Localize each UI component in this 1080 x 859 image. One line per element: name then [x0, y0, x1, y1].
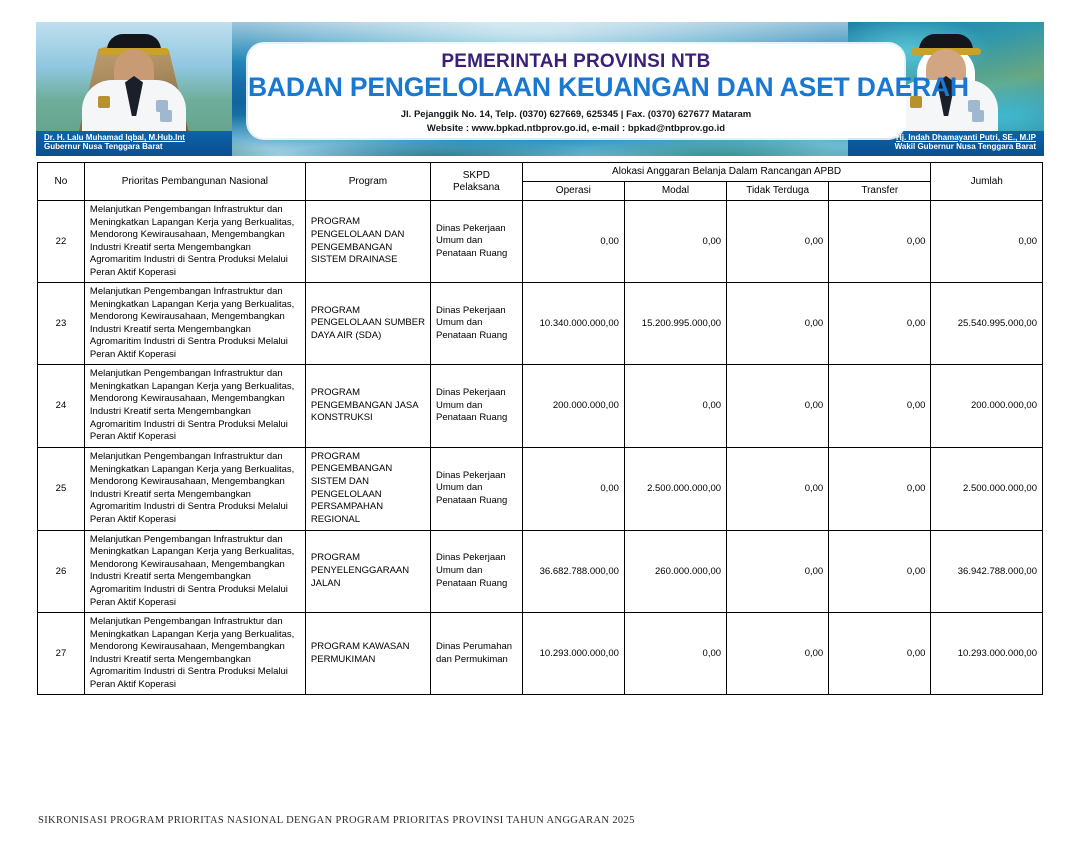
- cell-no: 26: [37, 529, 85, 614]
- table-row: 25 Melanjutkan Pengembangan Infrastruktur…: [37, 446, 1043, 531]
- cell-skpd: Dinas Pekerjaan Umum dan Penataan Ruang: [430, 529, 523, 614]
- table-header-row-1: No Prioritas Pembangunan Nasional Progra…: [37, 162, 1043, 201]
- cell-jumlah: 200.000.000,00: [930, 364, 1043, 448]
- column-header-jumlah: Jumlah: [930, 162, 1043, 201]
- cell-prioritas: Melanjutkan Pengembangan Infrastruktur d…: [83, 364, 306, 448]
- cell-operasi: 10.293.000.000,00: [521, 612, 625, 696]
- column-header-transfer: Transfer: [828, 181, 932, 201]
- governor-name: Dr. H. Lalu Muhamad Iqbal, M.Hub.Int: [44, 133, 185, 143]
- cell-jumlah: 10.293.000.000,00: [930, 612, 1043, 696]
- cell-prioritas: Melanjutkan Pengembangan Infrastruktur d…: [83, 199, 306, 284]
- column-header-skpd-line1: SKPD: [462, 169, 490, 181]
- cell-no: 25: [37, 446, 85, 531]
- table-row: 26 Melanjutkan Pengembangan Infrastruktur…: [37, 529, 1043, 614]
- governor-portrait-panel: Dr. H. Lalu Muhamad Iqbal, M.Hub.Int Gub…: [36, 22, 232, 156]
- table-row: 27 Melanjutkan Pengembangan Infrastruktur…: [37, 612, 1043, 696]
- agency-address: Jl. Pejanggik No. 14, Telp. (0370) 62766…: [400, 109, 752, 121]
- vice-governor-photo: [892, 34, 1000, 138]
- cell-tidak-terduga: 0,00: [726, 612, 830, 696]
- cell-program: PROGRAM PENGEMBANGAN JASA KONSTRUKSI: [304, 364, 432, 448]
- cell-no: 27: [37, 612, 85, 696]
- cell-program: PROGRAM PENGEMBANGAN SISTEM DAN PENGELOL…: [304, 446, 432, 531]
- column-group-header-alokasi: Alokasi Anggaran Belanja Dalam Rancangan…: [521, 162, 932, 182]
- cell-operasi: 10.340.000.000,00: [521, 282, 625, 366]
- cell-prioritas: Melanjutkan Pengembangan Infrastruktur d…: [83, 612, 306, 696]
- cell-modal: 0,00: [623, 199, 728, 284]
- cell-operasi: 0,00: [521, 199, 625, 284]
- cell-operasi: 200.000.000,00: [521, 364, 625, 448]
- governor-title: Gubernur Nusa Tenggara Barat: [44, 142, 163, 152]
- column-header-program: Program: [304, 162, 432, 201]
- cell-transfer: 0,00: [828, 199, 932, 284]
- cell-modal: 0,00: [623, 612, 728, 696]
- document-footer-caption: SIKRONISASI PROGRAM PRIORITAS NASIONAL D…: [38, 815, 635, 826]
- cell-modal: 15.200.995.000,00: [623, 282, 728, 366]
- cell-transfer: 0,00: [828, 446, 932, 531]
- cell-program: PROGRAM PENYELENGGARAAN JALAN: [304, 529, 432, 614]
- cell-program: PROGRAM PENGELOLAAN SUMBER DAYA AIR (SDA…: [304, 282, 432, 366]
- cell-prioritas: Melanjutkan Pengembangan Infrastruktur d…: [83, 282, 306, 366]
- cell-jumlah: 2.500.000.000,00: [930, 446, 1043, 531]
- cell-skpd: Dinas Pekerjaan Umum dan Penataan Ruang: [430, 282, 523, 366]
- cell-skpd: Dinas Perumahan dan Permukiman: [430, 612, 523, 696]
- cell-skpd: Dinas Pekerjaan Umum dan Penataan Ruang: [430, 199, 523, 284]
- vice-governor-name: Hj. Indah Dhamayanti Putri, SE., M.IP: [895, 133, 1036, 143]
- table-row: 22 Melanjutkan Pengembangan Infrastruktur…: [37, 199, 1043, 284]
- cell-tidak-terduga: 0,00: [726, 282, 830, 366]
- cell-jumlah: 25.540.995.000,00: [930, 282, 1043, 366]
- cell-modal: 0,00: [623, 364, 728, 448]
- cell-tidak-terduga: 0,00: [726, 529, 830, 614]
- cell-no: 24: [37, 364, 85, 448]
- cell-modal: 2.500.000.000,00: [623, 446, 728, 531]
- agency-name: BADAN PENGELOLAAN KEUANGAN DAN ASET DAER…: [248, 71, 969, 102]
- cell-tidak-terduga: 0,00: [726, 199, 830, 284]
- cell-tidak-terduga: 0,00: [726, 446, 830, 531]
- governor-photo: [80, 34, 188, 138]
- cell-operasi: 0,00: [521, 446, 625, 531]
- cell-no: 22: [37, 199, 85, 284]
- cell-tidak-terduga: 0,00: [726, 364, 830, 448]
- column-header-operasi: Operasi: [521, 181, 625, 201]
- cell-program: PROGRAM KAWASAN PERMUKIMAN: [304, 612, 432, 696]
- cell-prioritas: Melanjutkan Pengembangan Infrastruktur d…: [83, 446, 306, 531]
- column-header-skpd: SKPD Pelaksana: [430, 162, 523, 201]
- cell-no: 23: [37, 282, 85, 366]
- cell-transfer: 0,00: [828, 364, 932, 448]
- cell-transfer: 0,00: [828, 282, 932, 366]
- cell-transfer: 0,00: [828, 529, 932, 614]
- cell-prioritas: Melanjutkan Pengembangan Infrastruktur d…: [83, 529, 306, 614]
- governor-nameplate: Dr. H. Lalu Muhamad Iqbal, M.Hub.Int Gub…: [36, 131, 232, 156]
- cell-jumlah: 36.942.788.000,00: [930, 529, 1043, 614]
- letterhead-banner: Dr. H. Lalu Muhamad Iqbal, M.Hub.Int Gub…: [36, 22, 1044, 156]
- table-head: No Prioritas Pembangunan Nasional Progra…: [37, 162, 1043, 201]
- budget-sync-table: No Prioritas Pembangunan Nasional Progra…: [37, 162, 1043, 696]
- province-government-label: PEMERINTAH PROVINSI NTB: [441, 51, 711, 72]
- column-header-no: No: [37, 162, 85, 201]
- governor-uniform: [82, 80, 186, 138]
- cell-skpd: Dinas Pekerjaan Umum dan Penataan Ruang: [430, 364, 523, 448]
- table-row: 23 Melanjutkan Pengembangan Infrastruktur…: [37, 282, 1043, 366]
- table-row: 24 Melanjutkan Pengembangan Infrastruktur…: [37, 364, 1043, 448]
- cell-jumlah: 0,00: [930, 199, 1043, 284]
- cell-modal: 260.000.000,00: [623, 529, 728, 614]
- cell-operasi: 36.682.788.000,00: [521, 529, 625, 614]
- vice-governor-uniform: [894, 80, 998, 138]
- column-header-modal: Modal: [623, 181, 728, 201]
- cell-transfer: 0,00: [828, 612, 932, 696]
- vice-governor-title: Wakil Gubernur Nusa Tenggara Barat: [894, 142, 1036, 152]
- cell-skpd: Dinas Pekerjaan Umum dan Penataan Ruang: [430, 446, 523, 531]
- column-header-prioritas: Prioritas Pembangunan Nasional: [83, 162, 306, 201]
- agency-website: Website : www.bpkad.ntbprov.go.id, e-mai…: [426, 122, 726, 134]
- table-body: 22 Melanjutkan Pengembangan Infrastruktur…: [37, 199, 1043, 696]
- cell-program: PROGRAM PENGELOLAAN DAN PENGEMBANGAN SIS…: [304, 199, 432, 284]
- column-header-skpd-line2: Pelaksana: [453, 181, 500, 193]
- column-header-tidak-terduga: Tidak Terduga: [726, 181, 830, 201]
- agency-title-plaque: PEMERINTAH PROVINSI NTB BADAN PENGELOLAA…: [248, 44, 969, 138]
